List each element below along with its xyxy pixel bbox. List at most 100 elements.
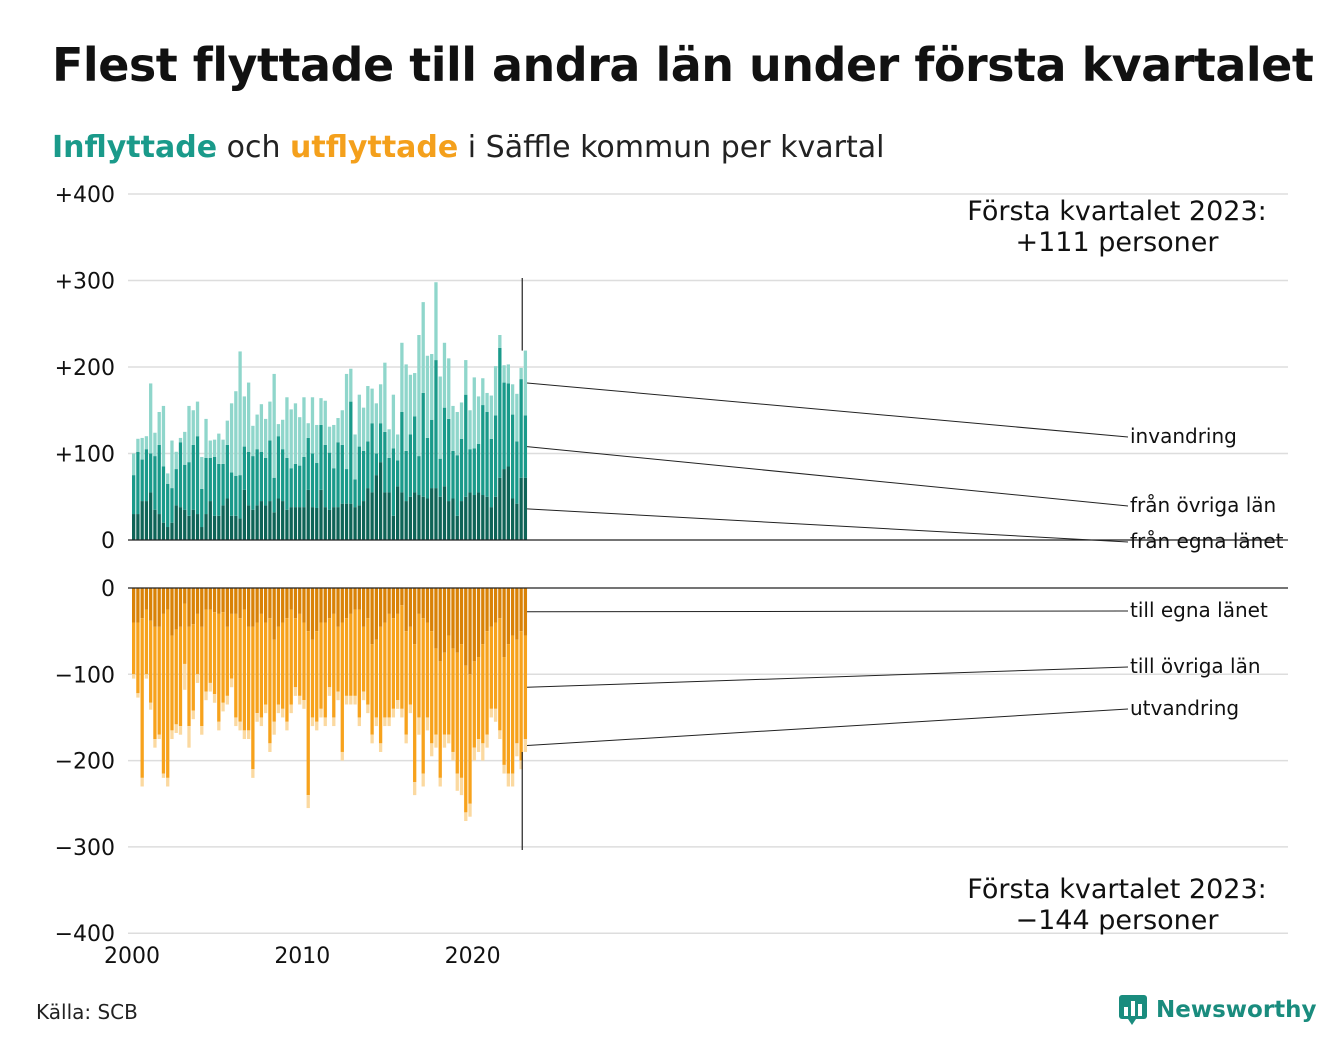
bar-in-segment xyxy=(268,501,272,540)
bar-out-segment xyxy=(174,629,178,725)
bar-out-segment xyxy=(344,695,349,705)
bar-out-segment xyxy=(144,609,149,675)
bar-in-segment xyxy=(442,342,447,408)
bar-in-segment xyxy=(285,509,289,540)
chart-subtitle: Inflyttade och utflyttade i Säffle kommu… xyxy=(52,130,884,165)
bar-out-segment xyxy=(255,622,259,714)
bar-in-segment xyxy=(472,448,476,496)
bar-in-segment xyxy=(340,503,344,540)
bar-out-segment xyxy=(140,777,144,787)
bar-in-segment xyxy=(204,514,208,540)
bar-in-segment xyxy=(349,368,353,402)
bar-out-segment xyxy=(353,695,357,705)
bar-in-segment xyxy=(302,456,306,508)
bar-in-segment xyxy=(195,514,200,540)
bar-in-segment xyxy=(404,450,408,502)
bar-out-segment xyxy=(187,626,191,727)
bar-out-segment xyxy=(447,635,451,735)
bar-out-segment xyxy=(242,609,247,731)
bar-in-segment xyxy=(293,403,298,464)
bar-in-segment xyxy=(293,507,298,540)
bar-out-segment xyxy=(136,588,140,623)
bar-in-segment xyxy=(468,492,472,540)
bar-out-segment xyxy=(157,734,161,740)
bar-out-segment xyxy=(468,674,472,804)
bar-out-segment xyxy=(366,704,370,714)
bar-in-segment xyxy=(366,488,370,540)
bar-out-segment xyxy=(315,721,319,731)
bar-in-segment xyxy=(242,489,247,540)
bar-in-segment xyxy=(285,457,289,510)
bar-out-segment xyxy=(404,588,408,632)
bar-out-segment xyxy=(498,730,502,740)
bar-in-segment xyxy=(263,505,268,540)
bar-out-segment xyxy=(455,588,459,653)
bar-in-segment xyxy=(310,453,315,508)
bar-out-segment xyxy=(263,704,268,714)
bar-in-segment xyxy=(315,424,319,464)
bar-in-segment xyxy=(255,449,259,506)
newsworthy-logo[interactable]: Newsworthy xyxy=(1118,994,1317,1026)
bar-out-segment xyxy=(442,588,447,653)
bar-in-segment xyxy=(421,496,425,540)
bar-out-segment xyxy=(289,704,293,714)
bar-out-segment xyxy=(281,708,285,718)
bar-out-segment xyxy=(327,618,332,688)
bar-in-segment xyxy=(425,355,430,438)
bar-in-segment xyxy=(451,450,455,499)
bar-in-segment xyxy=(378,423,383,463)
bar-out-segment xyxy=(281,588,285,623)
bar-in-segment xyxy=(212,456,217,516)
bar-out-segment xyxy=(170,635,174,731)
bar-out-segment xyxy=(234,613,238,718)
annotations: Första kvartalet 2023: +111 personer För… xyxy=(521,196,1267,936)
bar-out-segment xyxy=(498,618,502,731)
bar-out-segment xyxy=(438,588,442,662)
bar-out-segment xyxy=(251,626,255,770)
bar-out-segment xyxy=(276,588,281,627)
bar-in-segment xyxy=(340,410,344,445)
bar-out-segment xyxy=(340,751,344,761)
bar-out-segment xyxy=(374,717,379,727)
bar-out-segment xyxy=(293,687,298,696)
bar-out-segment xyxy=(306,795,310,809)
bar-in-segment xyxy=(183,509,187,540)
bar-in-segment xyxy=(302,397,306,457)
bar-out-segment xyxy=(510,773,515,787)
bar-in-segment xyxy=(251,509,255,540)
bar-out-segment xyxy=(289,609,293,705)
y-axis-labels: +400 +300 +200 +100 0 0 −100 −200 −300 −400 xyxy=(55,183,115,947)
bar-in-segment xyxy=(340,444,344,504)
bar-out-segment xyxy=(378,626,383,744)
bar-out-segment xyxy=(246,730,251,740)
bar-out-segment xyxy=(221,588,225,613)
bar-out-segment xyxy=(391,618,396,709)
bar-out-segment xyxy=(183,603,187,664)
bar-out-segment xyxy=(298,613,302,696)
bar-out-segment xyxy=(183,588,187,604)
bar-out-segment xyxy=(200,626,204,727)
bar-out-segment xyxy=(378,588,383,627)
bar-out-segment xyxy=(238,721,242,731)
bar-out-segment xyxy=(285,618,289,722)
bar-out-segment xyxy=(336,588,340,627)
bar-out-segment xyxy=(255,588,259,623)
bar-out-segment xyxy=(246,588,251,627)
bar-in-segment xyxy=(434,282,438,361)
bar-in-segment xyxy=(455,515,459,540)
bar-out-segment xyxy=(336,691,340,701)
bar-out-segment xyxy=(140,618,144,778)
bar-out-segment xyxy=(289,588,293,610)
bar-in-segment xyxy=(242,396,247,447)
bar-out-segment xyxy=(298,695,302,705)
bar-out-segment xyxy=(302,622,306,701)
bar-in-segment xyxy=(472,495,476,540)
bar-out-segment xyxy=(519,588,523,632)
y-tick-label: −200 xyxy=(55,750,115,775)
bar-in-segment xyxy=(221,505,225,540)
bar-in-segment xyxy=(234,391,238,476)
bar-in-segment xyxy=(268,440,272,502)
bar-in-segment xyxy=(434,488,438,540)
bar-out-segment xyxy=(293,618,298,688)
bar-out-segment xyxy=(204,691,208,701)
